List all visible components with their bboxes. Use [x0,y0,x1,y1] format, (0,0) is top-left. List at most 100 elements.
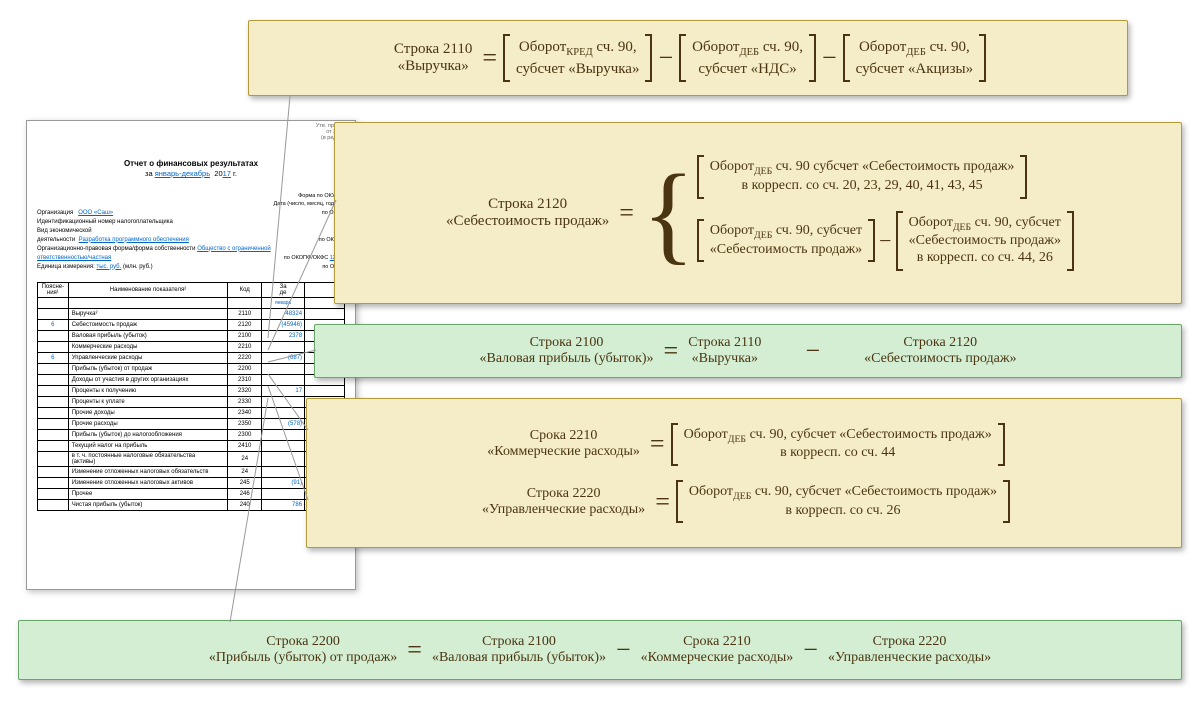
t: в корресп. со сч. 26 [785,503,900,520]
t: Оборот [684,427,728,442]
act-label: Вид экономической [37,228,92,234]
t: Строка 2110 [394,41,472,58]
t: Оборот [692,39,739,55]
formula-2200: Строка 2200«Прибыль (убыток) от продаж» … [18,620,1182,680]
col-name: Наименование показателя² [68,282,228,297]
formula-2120: Строка 2120«Себестоимость продаж» = { Об… [334,122,1182,304]
col-p1: За де [262,282,305,297]
table-row: Изменение отложенных налоговых активов24… [38,477,345,488]
table-row: 6Управленческие расходы2220(687) [38,352,345,363]
t: сч. 90, [759,39,803,55]
date-label: Дата (число, месяц, год) [274,201,336,207]
bracket-term: ОборотДЕБ сч. 90,субсчет «НДС» [679,34,816,82]
lhs-2220: Строка 2220«Управленческие расходы» [478,486,649,518]
formula-2100: Строка 2100«Валовая прибыль (убыток)» = … [314,324,1182,378]
term: Срока 2210«Коммерческие расходы» [637,634,798,666]
t: субсчет «Акцизы» [856,60,973,78]
t: Оборот [909,215,953,230]
form-label: Организационно-правовая форма/форма собс… [37,246,196,252]
financial-table: Поясне- ния¹ Наименование показателя² Ко… [37,282,345,511]
bracket-term: ОборотДЕБ сч. 90, субсчет «Себестоимость… [676,480,1010,523]
minus-icon: − [610,635,637,665]
t: Срока 2210 [530,428,598,444]
table-row: Изменение отложенных налоговых обязатель… [38,466,345,477]
activity: Разработка программного обеспечения [79,237,189,243]
t: «Себестоимость продаж» [710,242,862,259]
equals-icon: = [613,198,640,228]
t: сч. 90, [593,39,637,55]
t: Строка 2220 [873,634,947,650]
equals-icon: = [658,336,685,366]
lhs-2120: Строка 2120«Себестоимость продаж» [442,196,613,231]
year: 17 [223,169,231,178]
t: Строка 2100 [482,634,556,650]
stack: ОборотДЕБ сч. 90 субсчет «Себестоимость … [697,155,1074,270]
year-prefix: 20 [214,169,222,178]
t: «Себестоимость продаж» [864,351,1016,367]
t: «Прибыль (убыток) от продаж» [209,650,397,666]
table-row: 6Себестоимость продаж2120(45946) [38,319,345,330]
table-row: Текущий налог на прибыль2410 [38,440,345,451]
okopf-label: по ОКОПФ/ОКФС [284,255,328,261]
lhs-2210: Срока 2210«Коммерческие расходы» [483,428,644,460]
minus-icon: − [797,635,824,665]
table-row: Валовая прибыль (убыток)21002378 [38,330,345,341]
equals-icon: = [649,487,676,517]
table-row: Прочие расходы2350(578) [38,418,345,429]
year-suffix: г. [231,169,237,178]
t: Оборот [519,39,566,55]
col-code: Код [228,282,262,297]
table-row: Доходы от участия в других организациях2… [38,374,345,385]
t: Оборот [859,39,906,55]
lhs-2100: Строка 2100«Валовая прибыль (убыток)» [476,335,658,367]
t: «Управленческие расходы» [828,650,991,666]
t: «Выручка» [398,58,469,75]
t: сч. 90, [926,39,970,55]
t: Срока 2210 [683,634,751,650]
doc-title: Отчет о финансовых результатах [37,159,345,168]
t: Строка 2120 [488,196,567,213]
table-row: Выручка²211048324 [38,308,345,319]
equals-icon: = [644,429,671,459]
t: субсчет «Выручка» [516,60,639,78]
t: Строка 2110 [688,335,761,351]
t: сч. 90, субсчет [772,223,862,238]
t: «Себестоимость продаж» [446,213,609,230]
t: сч. 90 субсчет «Себестоимость продаж» [772,159,1014,174]
t: КРЕД [566,47,592,58]
doc-meta: Форма по ОКУД 0 Дата (число, месяц, год)… [37,192,345,272]
t: «Валовая прибыль (убыток)» [432,650,606,666]
table-row: Прибыль (убыток) от продаж2200 [38,363,345,374]
minus-icon: − [765,336,860,366]
term: Строка 2220«Управленческие расходы» [824,634,995,666]
table-row: Чистая прибыль (убыток)240786 [38,499,345,510]
unit: тыс. руб. [96,264,121,270]
minus-icon: − [652,43,679,73]
term: Строка 2120«Себестоимость продаж» [860,335,1020,367]
t: в корресп. со сч. 44 [780,445,895,462]
t: Строка 2200 [266,634,340,650]
equals-icon: = [476,43,503,73]
t: в корресп. со сч. 20, 23, 29, 40, 41, 43… [742,178,983,195]
equals-icon: = [401,635,428,665]
unit2: (млн. руб.) [123,264,153,270]
org: ООО «Саш» [78,210,113,216]
table-row: Коммерческие расходы2210 [38,341,345,352]
okud-label: Форма по ОКУД [298,193,339,199]
t: Строка 2220 [527,486,601,502]
form: Общество с ограниченной [197,246,271,252]
doc-right-notes: Утв. приказ от 2 ию (в ред. от [37,123,345,141]
minus-icon: − [816,43,843,73]
table-row: Прочие доходы2340 [38,407,345,418]
t: сч. 90, субсчет «Себестоимость продаж» [751,484,997,499]
table-row: Прочее246 [38,488,345,499]
t: в корресп. со сч. 44, 26 [917,250,1053,267]
table-row: Прибыль (убыток) до налогообложения2300 [38,429,345,440]
table-row: Проценты к уплате2330 [38,396,345,407]
t: Оборот [710,159,754,174]
bracket-term: ОборотКРЕД сч. 90, субсчет «Выручка» [503,34,652,82]
t: «Коммерческие расходы» [487,444,640,460]
act-label2: деятельности [37,237,75,243]
t: ДЕБ [906,47,926,58]
term: Строка 2110«Выручка» [684,335,765,367]
